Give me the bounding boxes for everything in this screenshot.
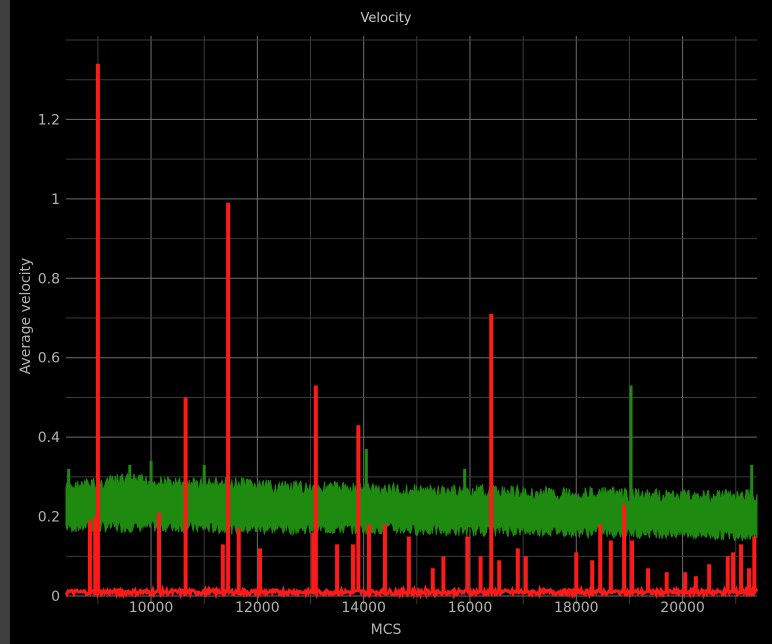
series-red-baseline (64, 584, 759, 600)
x-tick-label: 20000 (660, 600, 705, 616)
x-tick-label: 16000 (448, 600, 493, 616)
y-tick-label: 1.2 (38, 112, 60, 128)
y-tick-label: 1 (51, 192, 60, 208)
x-tick-labels: 10000 12000 14000 16000 18000 20000 (129, 600, 705, 616)
y-tick-label: 0 (51, 589, 60, 605)
y-tick-label: 0.8 (38, 271, 60, 287)
y-tick-label: 0.6 (38, 351, 60, 367)
x-tick-label: 14000 (341, 600, 386, 616)
x-axis-label: MCS (370, 622, 402, 638)
y-tick-label: 0.2 (38, 510, 60, 526)
chart-title: Velocity (360, 11, 412, 26)
y-tick-label: 0.4 (38, 430, 60, 446)
x-tick-label: 10000 (129, 600, 174, 616)
x-tick-label: 12000 (235, 600, 280, 616)
x-tick-label: 18000 (554, 600, 599, 616)
series-green-band (65, 472, 758, 543)
series-layer (64, 63, 759, 600)
y-tick-labels: 0 0.2 0.4 0.6 0.8 1 1.2 (38, 112, 60, 605)
